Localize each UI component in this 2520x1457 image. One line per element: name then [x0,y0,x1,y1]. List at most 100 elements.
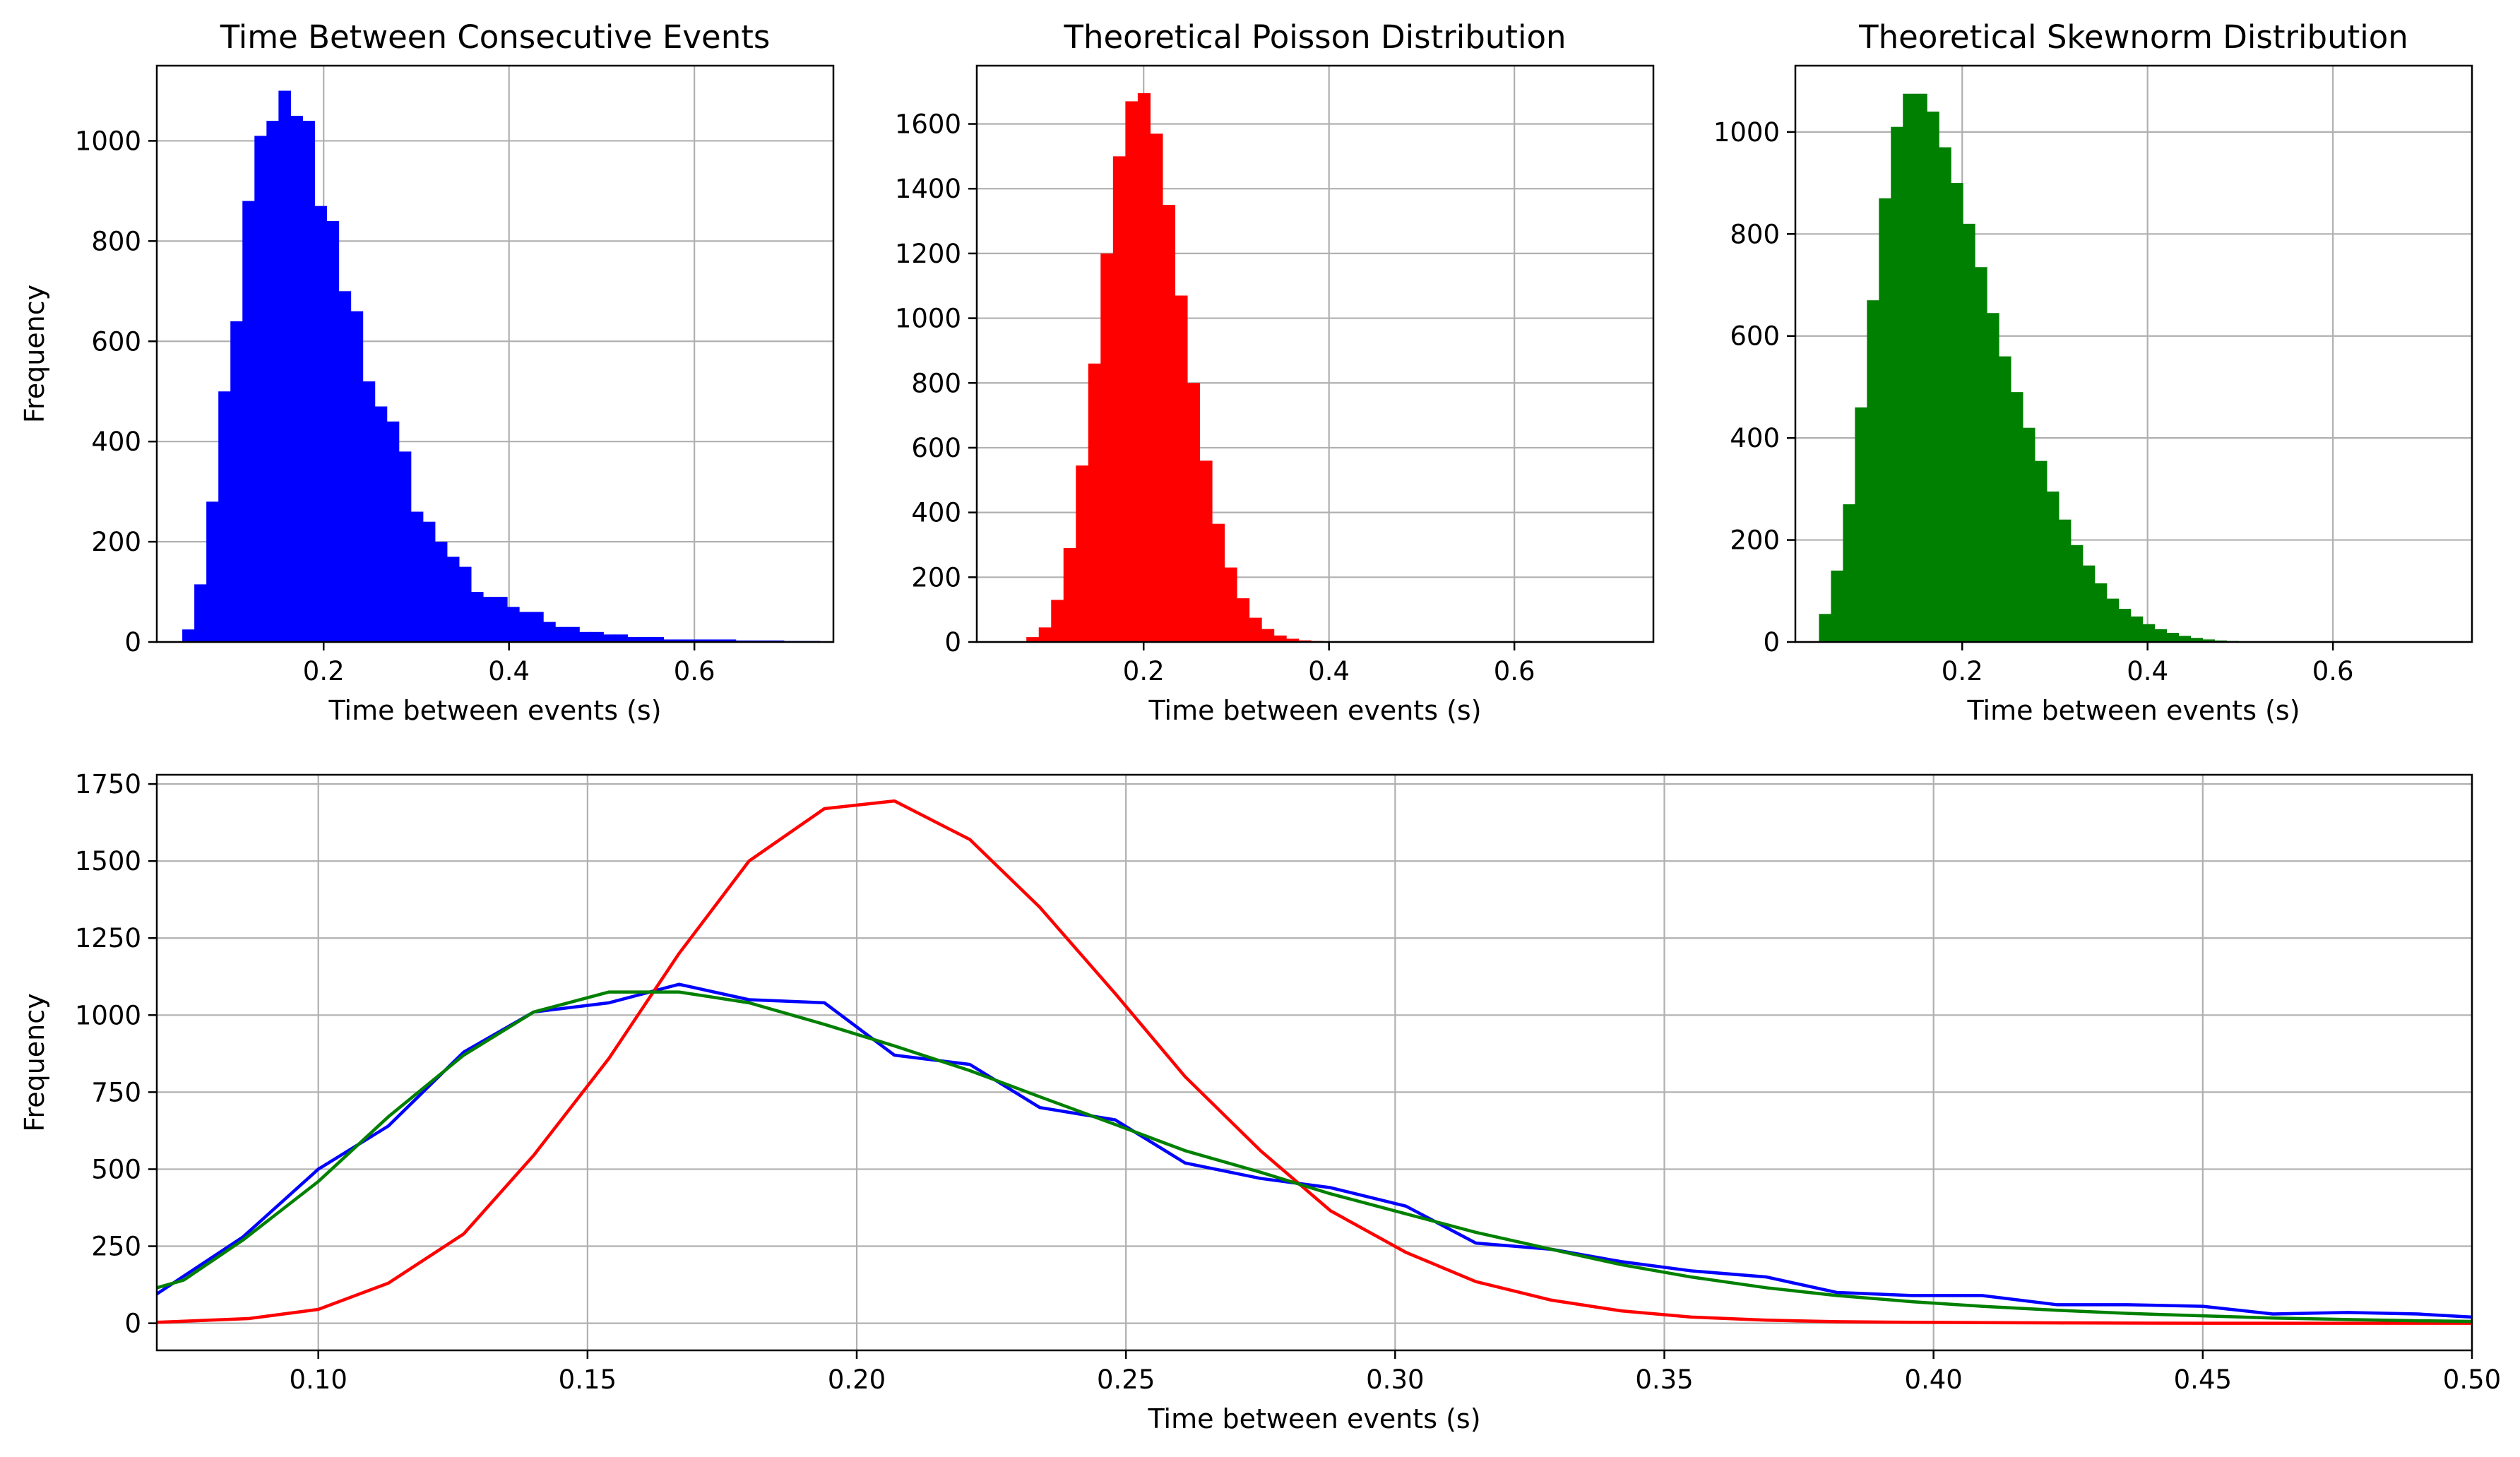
histogram-bar [2178,636,2192,642]
histogram-bar [579,631,592,642]
histogram-bar [1175,295,1188,642]
histogram-bar [350,311,364,642]
subplot-title: Theoretical Poisson Distribution [1063,18,1566,56]
x-axis-ticks: 0.10 0.15 0.20 0.25 0.30 0.35 0.40 0.45 0.50 [290,1350,2501,1395]
x-axis-ticks: 0.2 0.4 0.6 [303,642,715,686]
y-tick-label: 1000 [75,126,141,156]
histogram-bar [1975,267,1987,642]
histogram-bar [410,511,424,642]
histogram-bar [266,121,279,643]
histogram-bar [1088,363,1101,642]
y-axis-ticks: 0 250 500 750 1000 1250 1500 1750 [75,769,157,1339]
histogram-bar [302,121,316,643]
histogram-bar [1063,548,1076,642]
x-tick-label: 0.35 [1635,1364,1693,1395]
y-tick-label: 800 [911,368,961,398]
histogram-bar [639,636,653,642]
histogram-bar [711,639,725,642]
histogram-bar [2154,629,2168,642]
histogram-bar [1137,93,1151,643]
histogram-bar [2094,583,2108,642]
histogram-bar [1951,183,1963,643]
histogram-bar [699,639,713,642]
y-tick-label: 600 [911,433,961,463]
subplot-title: Time Between Consecutive Events [220,18,771,56]
histogram-bar [1237,598,1250,642]
histogram-bar [2166,633,2180,642]
x-tick-label: 0.6 [674,656,715,686]
histogram-bar [1026,637,1040,642]
histogram-bar [1915,93,1927,643]
histogram-bar [2070,545,2084,642]
y-tick-label: 200 [91,527,141,557]
histogram-bar [434,542,448,642]
histogram-bars [1819,93,2251,643]
x-tick-label: 0.40 [1904,1364,1962,1395]
y-tick-label: 0 [124,627,141,658]
histogram-bar [494,597,508,642]
histogram-bar [2106,598,2120,642]
x-axis-label: Time between events (s) [1147,1403,1480,1434]
histogram-bar [651,636,665,642]
histogram-bar [1199,460,1213,642]
subplot-poisson: 0.2 0.4 0.6 02004006008001000120014001600 … [895,18,1655,726]
y-tick-label: 600 [1730,321,1780,352]
histogram-bar [1150,133,1163,642]
histogram-bar [543,622,556,642]
y-tick-label: 400 [91,427,141,457]
y-tick-label: 1250 [75,923,141,953]
histogram-bar [675,639,689,642]
subplot-title: Theoretical Skewnorm Distribution [1858,18,2408,56]
series-line [157,982,2472,1319]
x-tick-label: 0.2 [1942,656,1983,686]
histogram-bar [2022,427,2035,642]
y-tick-label: 600 [91,326,141,357]
histogram-bar [1891,126,1903,642]
y-tick-label: 1000 [895,304,961,334]
x-axis-label: Time between events (s) [1966,695,2300,726]
x-tick-label: 0.2 [1123,656,1165,686]
subplot-skewnorm: 0.2 0.4 0.6 0 200 400 600 800 1000 Theoretical … [1713,18,2473,726]
histogram-bar [1987,313,1999,642]
histogram-bar [2034,460,2048,642]
histogram-bar [1831,570,1843,642]
histogram-bar [1927,111,1939,643]
histogram-bar [326,220,340,643]
histogram-bar [2202,639,2216,642]
histogram-bar [242,201,255,643]
histogram-bar [723,639,737,642]
x-tick-label: 0.4 [488,656,530,686]
y-axis-ticks: 0 200 400 600 800 1000 [75,126,157,658]
histogram-bar [627,636,640,642]
x-axis-label: Time between events (s) [1148,695,1481,726]
histogram-bar [1867,300,1879,642]
histogram-bar [2082,565,2096,642]
histogram-bar [374,406,388,642]
y-tick-label: 1400 [895,174,961,204]
y-tick-label: 0 [944,627,961,658]
series-lines [157,799,2472,1325]
y-tick-label: 1200 [895,239,961,269]
x-axis-ticks: 0.2 0.4 0.6 [1942,642,2354,686]
histogram-bar [555,626,568,642]
y-tick-label: 400 [1730,423,1780,453]
histogram-bar [615,634,628,642]
histogram-bars [182,90,821,643]
subplot-line-comparison: 0.10 0.15 0.20 0.25 0.30 0.35 0.40 0.45 0.50 0 25… [19,769,2501,1434]
series-line [157,799,2472,1325]
y-tick-label: 1500 [75,846,141,876]
histogram-bar [1112,156,1126,643]
histogram-bar [362,381,376,642]
histogram-bar [230,321,243,642]
y-tick-label: 200 [1730,525,1780,556]
histogram-bar [1903,93,1915,643]
histogram-bar [507,607,520,642]
axes-frame [1794,64,2473,643]
x-axis-ticks: 0.2 0.4 0.6 [1123,642,1535,686]
histogram-bar [1273,635,1287,642]
histogram-bar [398,451,412,642]
histogram-bar [1100,253,1114,642]
histogram-bar [531,612,544,642]
histogram-bar [1249,617,1262,642]
histogram-bar [254,136,267,643]
